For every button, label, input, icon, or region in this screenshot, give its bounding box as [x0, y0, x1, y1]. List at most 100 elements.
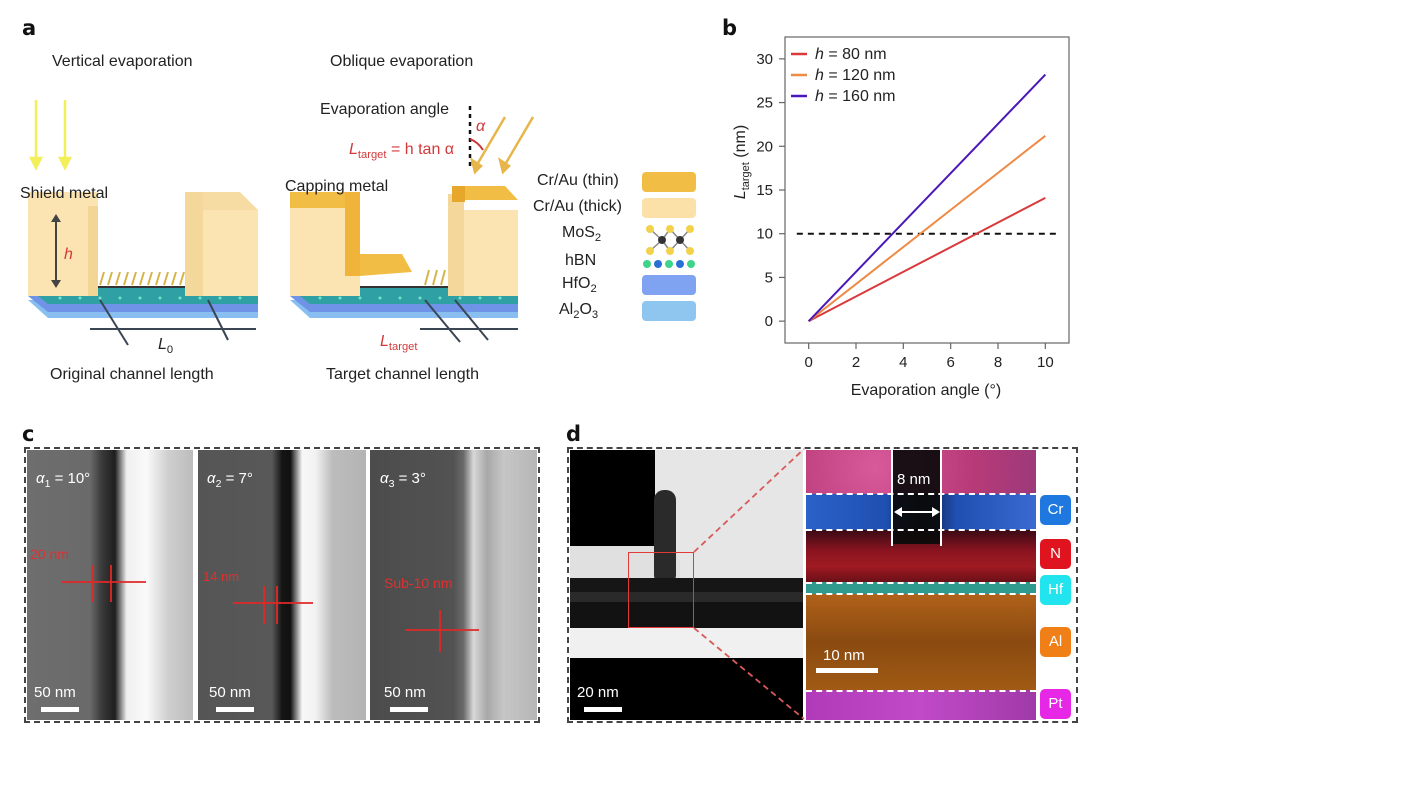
legend-entry: h = 120 nm: [815, 67, 896, 84]
al-part: Al: [559, 301, 574, 318]
eds-map: [806, 450, 1036, 720]
eds-scale-bar: [816, 668, 878, 673]
hfo2-sub: 2: [590, 283, 597, 296]
zoom-region-box: [628, 552, 694, 628]
series-line-h-160: [807, 73, 1047, 322]
panel-letter-b: b: [722, 16, 738, 40]
x-tick-label: 0: [804, 354, 812, 371]
legend-entry: h = 80 nm: [815, 46, 887, 63]
alpha1-sym: α: [36, 470, 45, 487]
mos2-sub: 2: [594, 232, 602, 245]
scale-bar-c3: [390, 707, 428, 712]
ltarget-formula: Ltarget = h tan α: [349, 141, 454, 161]
element-hf-label: Hf: [1048, 581, 1063, 598]
original-channel-caption: Original channel length: [50, 366, 214, 383]
capping-metal-label: Capping metal: [285, 178, 389, 195]
alpha2-sub: 2: [215, 478, 222, 490]
panel-letter-c: c: [22, 422, 35, 446]
ltarget-label: Ltarget: [380, 333, 418, 353]
ltarget-sub: target: [388, 341, 418, 354]
legend-text: = 160 nm: [824, 88, 896, 105]
element-cr-label: Cr: [1047, 501, 1064, 518]
sem-image-1: [27, 450, 193, 720]
legend-label-cr-au-thin: Cr/Au (thin): [537, 172, 619, 189]
measurement-markers: [62, 565, 479, 652]
legend-text: = 120 nm: [824, 67, 896, 84]
y-axis-label: Ltarget (nm): [732, 125, 752, 199]
x-tick-label: 8: [994, 354, 1002, 371]
legend-label-hfo2: HfO2: [562, 275, 597, 295]
scale-label-c1: 50 nm: [34, 684, 76, 701]
legend-label-cr-au-thick: Cr/Au (thick): [533, 198, 622, 215]
series-line-h-120: [808, 135, 1046, 322]
element-n-label: N: [1050, 545, 1061, 562]
mos2-molecule-icon: [646, 225, 694, 255]
legend-swatch-cr-au-thick: [642, 198, 696, 218]
y-tick-label: 25: [756, 95, 773, 112]
element-badge-pt: Pt: [1040, 689, 1071, 719]
target-channel-caption: Target channel length: [326, 366, 479, 383]
evaporation-angle-label: Evaporation angle: [320, 101, 449, 118]
legend-swatch-hfo2: [642, 275, 696, 295]
formula-l: L: [349, 141, 358, 158]
oblique-arrows-icon: [470, 116, 535, 175]
y-axis-label-unit: (nm): [732, 125, 749, 162]
element-al-label: Al: [1048, 633, 1063, 650]
tem-scale-bar: [584, 707, 622, 712]
legend-swatch-cr-au-thin: [642, 172, 696, 192]
series-line-h-80: [808, 196, 1046, 323]
sem-image-3: [370, 450, 537, 720]
panel-letter-a: a: [22, 16, 37, 40]
tem-image: [570, 450, 803, 720]
tem-eds-frame: [567, 447, 1078, 723]
x-tick-label: 10: [1037, 354, 1054, 371]
alpha3-sym: α: [380, 470, 389, 487]
vertical-arrows-icon: [28, 100, 73, 171]
hbn-dots-icon: [643, 260, 695, 268]
o-sub: 3: [591, 309, 599, 322]
hfo2-main: HfO: [562, 275, 591, 292]
legend-label-mos2: MoS2: [562, 224, 601, 244]
sem-image-2: [198, 450, 366, 720]
oblique-evaporation-title: Oblique evaporation: [330, 53, 474, 70]
y-axis-label-main: L: [732, 190, 749, 199]
legend-var: h: [815, 46, 824, 63]
h-label: h: [64, 246, 73, 263]
scale-bar-c2: [216, 707, 254, 712]
x-tick-label: 2: [852, 354, 860, 371]
y-tick-label: 0: [765, 313, 773, 330]
l0-label: L0: [158, 336, 173, 356]
alpha-label: α: [476, 118, 486, 135]
alpha3-label: α3 = 3°: [380, 470, 426, 490]
original-device-diagram: [28, 192, 258, 346]
device-schematics: [28, 100, 535, 346]
y-tick-label: 15: [756, 182, 773, 199]
panel-letter-d: d: [566, 422, 582, 446]
alpha2-label: α2 = 7°: [207, 470, 253, 490]
vertical-evaporation-title: Vertical evaporation: [52, 53, 193, 70]
measure-20nm: 20 nm: [30, 546, 69, 562]
target-device-diagram: [290, 186, 518, 343]
scale-label-c2: 50 nm: [209, 684, 251, 701]
element-badge-hf: Hf: [1040, 575, 1071, 605]
ltarget-main: L: [380, 333, 389, 350]
formula-rest: = h tan α: [386, 141, 455, 158]
scale-bar-c1: [41, 707, 79, 712]
measure-sub10nm: Sub-10 nm: [384, 575, 453, 591]
alpha1-label: α1 = 10°: [36, 470, 90, 490]
shield-metal-label: Shield metal: [20, 185, 109, 202]
sem-images-frame: [24, 447, 540, 723]
y-tick-label: 20: [756, 138, 773, 155]
l0-main: L: [158, 336, 167, 353]
y-axis-label-sub: target: [740, 162, 752, 190]
x-tick-label: 4: [899, 354, 907, 371]
y-tick-label: 30: [756, 51, 773, 68]
alpha2-sym: α: [207, 470, 216, 487]
legend-var: h: [815, 88, 824, 105]
tem-scale-label: 20 nm: [577, 684, 619, 701]
element-badge-al: Al: [1040, 627, 1071, 657]
element-badge-cr: Cr: [1040, 495, 1071, 525]
legend-text: = 80 nm: [824, 46, 887, 63]
x-axis-label: Evaporation angle (°): [851, 382, 1001, 399]
